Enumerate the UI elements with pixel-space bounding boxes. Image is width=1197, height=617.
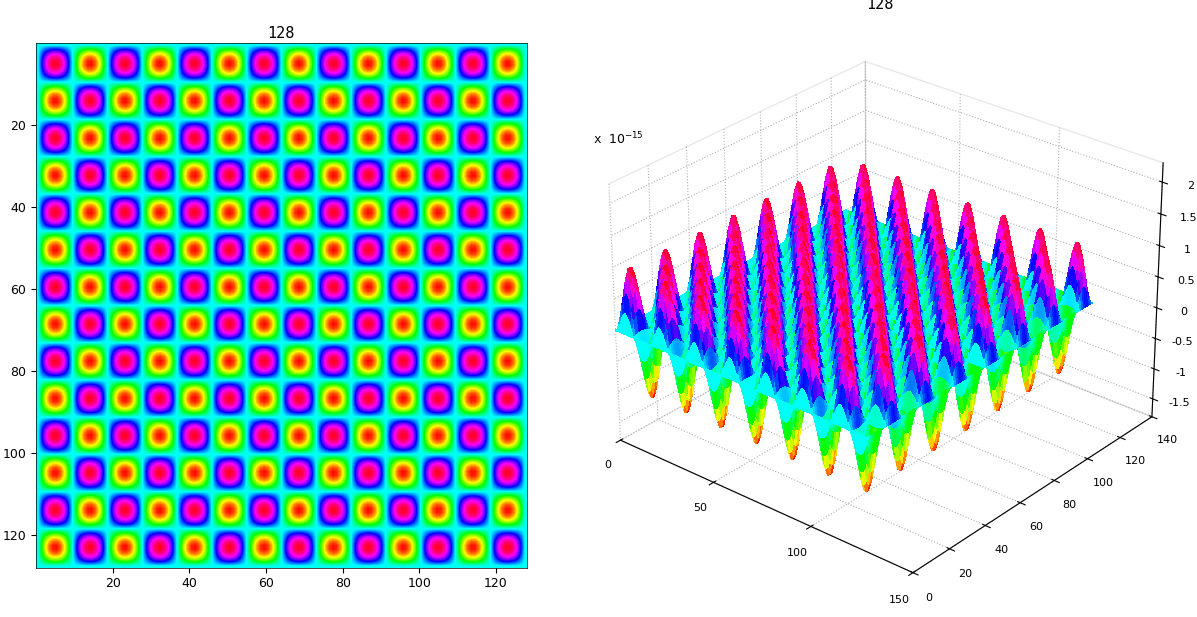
Title: 128: 128: [268, 26, 294, 41]
Text: x $10^{-15}$: x $10^{-15}$: [593, 130, 643, 147]
Title: 128: 128: [867, 0, 893, 12]
